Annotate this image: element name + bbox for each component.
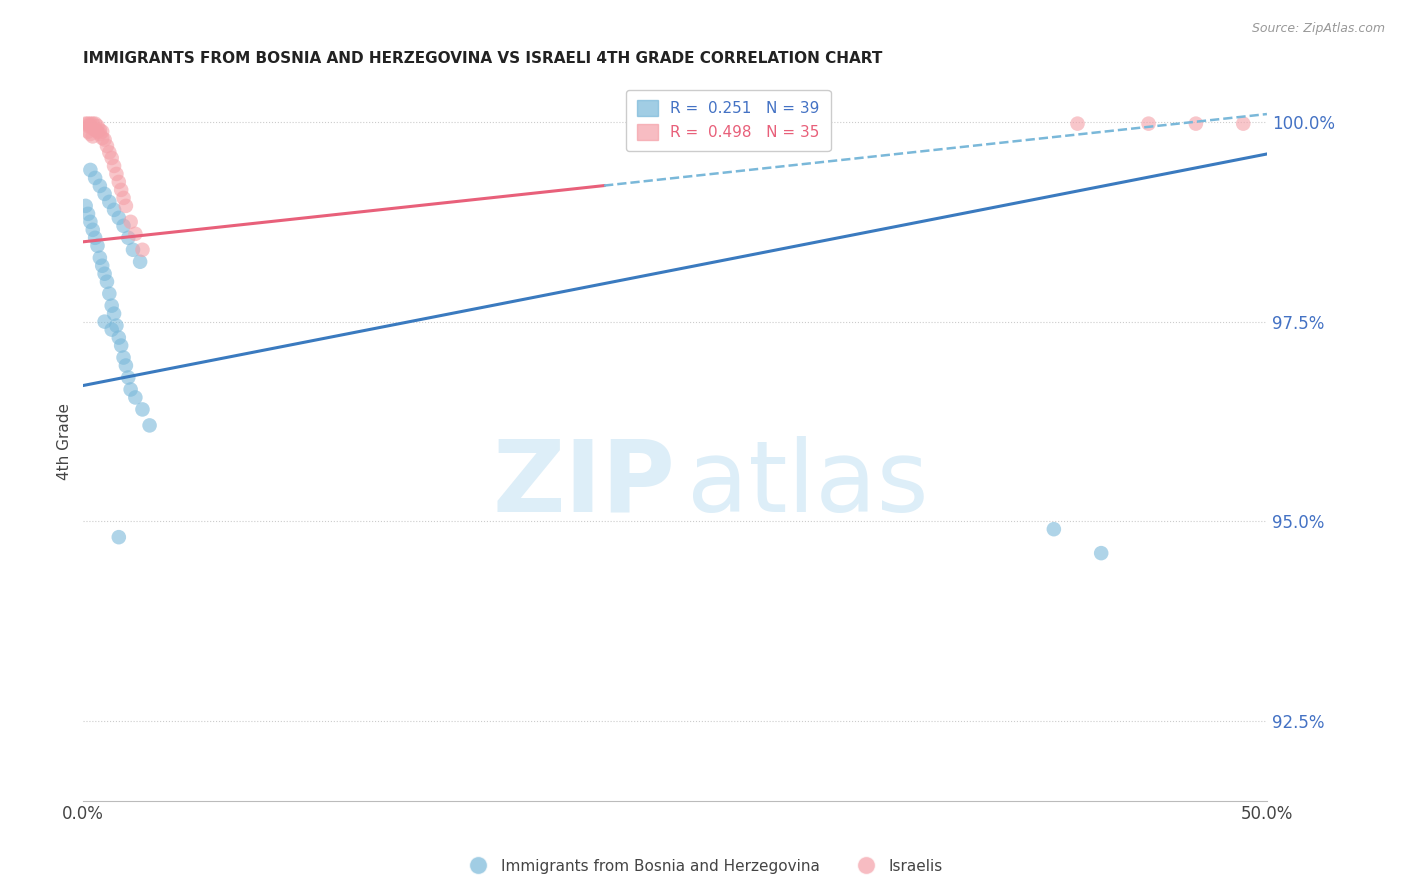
Point [112,191,135,205]
Point [129,254,152,268]
Point [86,239,108,253]
Point [77,207,100,221]
Text: ZIP: ZIP [492,436,675,533]
Point [115,199,138,213]
Point [131,243,153,257]
Point [86,119,108,133]
Point [77,125,100,139]
Point [79,215,101,229]
Point [107,530,129,544]
Point [96,275,118,289]
Point [96,139,118,153]
Text: IMMIGRANTS FROM BOSNIA AND HERZEGOVINA VS ISRAELI 4TH GRADE CORRELATION CHART: IMMIGRANTS FROM BOSNIA AND HERZEGOVINA V… [83,51,883,66]
Point [120,383,142,397]
Point [115,359,138,373]
Text: atlas: atlas [688,436,928,533]
Point [1066,117,1088,131]
Point [89,127,111,141]
Point [89,251,111,265]
Point [98,145,121,160]
Point [124,227,146,241]
Point [117,231,139,245]
Point [107,211,129,225]
Point [84,123,107,137]
Point [1185,117,1208,131]
Point [84,231,107,245]
Legend: R =  0.251   N = 39, R =  0.498   N = 35: R = 0.251 N = 39, R = 0.498 N = 35 [626,90,831,151]
Point [100,299,122,313]
Point [103,307,125,321]
Point [103,202,125,217]
Point [82,129,104,144]
Point [112,351,135,365]
Point [93,315,115,329]
Point [107,175,129,189]
Point [105,318,128,333]
Point [84,117,107,131]
Y-axis label: 4th Grade: 4th Grade [58,403,72,480]
Point [93,267,115,281]
Point [89,123,111,137]
Point [1232,117,1254,131]
Point [103,159,125,173]
Point [120,215,142,229]
Point [100,151,122,165]
Point [77,119,100,133]
Point [93,133,115,147]
Point [91,259,114,273]
Point [1090,546,1112,560]
Point [131,402,153,417]
Point [79,127,101,141]
Legend: Immigrants from Bosnia and Herzegovina, Israelis: Immigrants from Bosnia and Herzegovina, … [457,853,949,880]
Point [110,183,132,197]
Point [98,286,121,301]
Point [86,125,108,139]
Point [82,117,104,131]
Point [82,121,104,136]
Text: Source: ZipAtlas.com: Source: ZipAtlas.com [1251,22,1385,36]
Point [105,167,128,181]
Point [75,199,97,213]
Point [84,170,107,185]
Point [77,117,100,131]
Point [93,186,115,201]
Point [122,243,145,257]
Point [79,119,101,133]
Point [75,117,97,131]
Point [112,219,135,233]
Point [79,117,101,131]
Point [89,178,111,193]
Point [124,391,146,405]
Point [91,131,114,145]
Point [79,163,101,178]
Point [98,194,121,209]
Point [91,125,114,139]
Point [138,418,160,433]
Point [100,323,122,337]
Point [82,223,104,237]
Point [117,370,139,384]
Point [1137,117,1160,131]
Point [107,330,129,344]
Point [1043,522,1066,536]
Point [110,338,132,352]
